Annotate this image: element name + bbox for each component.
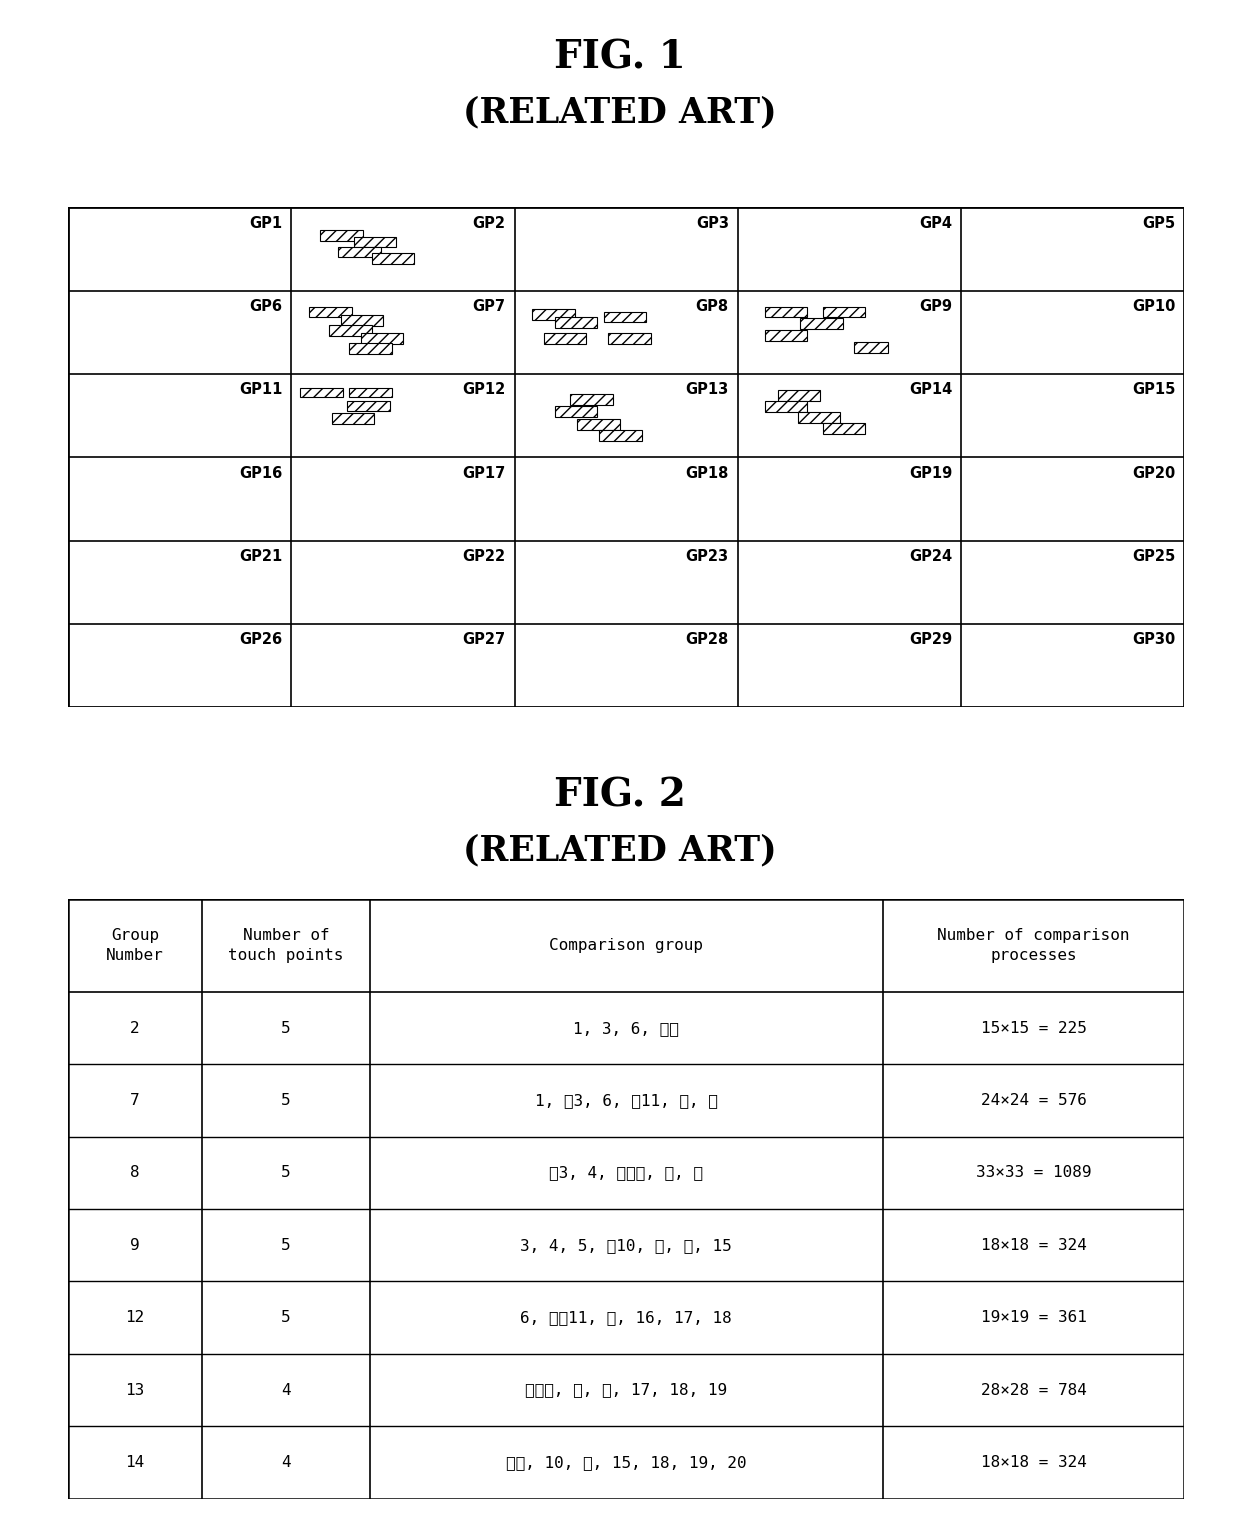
Text: 5: 5 <box>281 1310 290 1325</box>
Bar <box>599 430 642 441</box>
Bar <box>800 318 843 329</box>
Text: GP13: GP13 <box>686 383 729 398</box>
Bar <box>532 309 575 320</box>
Text: 1, 3, 6, ⓇⓈ: 1, 3, 6, ⓇⓈ <box>573 1021 680 1036</box>
Text: 14: 14 <box>125 1456 145 1469</box>
Text: 18×18 = 324: 18×18 = 324 <box>981 1456 1086 1469</box>
Text: GP26: GP26 <box>239 632 283 647</box>
Bar <box>330 324 372 335</box>
Text: Number of comparison
processes: Number of comparison processes <box>937 928 1130 964</box>
Text: GP19: GP19 <box>909 466 952 481</box>
Text: GP20: GP20 <box>1132 466 1176 481</box>
Text: 5: 5 <box>281 1165 290 1180</box>
Text: 5: 5 <box>281 1093 290 1108</box>
Text: GP7: GP7 <box>472 300 506 314</box>
Bar <box>372 254 414 264</box>
Bar <box>570 393 613 404</box>
Text: GP27: GP27 <box>463 632 506 647</box>
Text: GP21: GP21 <box>239 549 283 564</box>
Bar <box>577 420 620 430</box>
Text: GP6: GP6 <box>249 300 283 314</box>
Bar <box>543 334 587 344</box>
Bar <box>353 237 397 247</box>
Bar <box>300 389 342 398</box>
Text: GP25: GP25 <box>1132 549 1176 564</box>
Text: 6, ⓇⓈ11, Ⓝ, 16, 17, 18: 6, ⓇⓈ11, Ⓝ, 16, 17, 18 <box>521 1310 732 1325</box>
Text: GP14: GP14 <box>909 383 952 398</box>
Text: GP10: GP10 <box>1132 300 1176 314</box>
Text: GP2: GP2 <box>472 215 506 231</box>
Text: GP18: GP18 <box>686 466 729 481</box>
Bar <box>554 406 598 418</box>
Text: (RELATED ART): (RELATED ART) <box>464 95 776 129</box>
Bar <box>777 390 821 401</box>
Bar <box>331 413 374 424</box>
Bar <box>347 401 389 412</box>
Text: 8: 8 <box>130 1165 140 1180</box>
Text: GP3: GP3 <box>696 215 729 231</box>
Bar <box>350 343 392 354</box>
Text: Number of
touch points: Number of touch points <box>228 928 343 964</box>
Text: GP28: GP28 <box>686 632 729 647</box>
Text: 5: 5 <box>281 1237 290 1253</box>
Bar <box>604 312 646 323</box>
Text: (RELATED ART): (RELATED ART) <box>464 833 776 867</box>
Text: 28×28 = 784: 28×28 = 784 <box>981 1383 1086 1397</box>
Text: GP22: GP22 <box>463 549 506 564</box>
Bar <box>350 389 392 398</box>
Text: 3, 4, 5, Ⓢ10, Ⓝ, Ⓞ, 15: 3, 4, 5, Ⓢ10, Ⓝ, Ⓞ, 15 <box>521 1237 732 1253</box>
Bar <box>799 412 841 423</box>
Bar <box>822 423 866 433</box>
Text: GP30: GP30 <box>1132 632 1176 647</box>
Text: 7: 7 <box>130 1093 140 1108</box>
Text: 4: 4 <box>281 1383 290 1397</box>
Text: GP16: GP16 <box>239 466 283 481</box>
Text: GP17: GP17 <box>463 466 506 481</box>
Bar <box>320 231 363 241</box>
Bar <box>339 246 381 258</box>
Text: GP15: GP15 <box>1132 383 1176 398</box>
Bar <box>361 334 403 344</box>
Text: 15×15 = 225: 15×15 = 225 <box>981 1021 1086 1036</box>
Bar <box>341 315 383 326</box>
Text: GP24: GP24 <box>909 549 952 564</box>
Text: GP12: GP12 <box>463 383 506 398</box>
Bar <box>765 401 807 412</box>
Text: ⓈⓉ, 10, Ⓝ, 15, 18, 19, 20: ⓈⓉ, 10, Ⓝ, 15, 18, 19, 20 <box>506 1456 746 1469</box>
Bar <box>854 343 888 354</box>
Text: GP8: GP8 <box>696 300 729 314</box>
Text: 2: 2 <box>130 1021 140 1036</box>
Text: GP23: GP23 <box>686 549 729 564</box>
Text: 24×24 = 576: 24×24 = 576 <box>981 1093 1086 1108</box>
Text: 18×18 = 324: 18×18 = 324 <box>981 1237 1086 1253</box>
Text: GP11: GP11 <box>239 383 283 398</box>
Bar <box>765 306 807 318</box>
Text: 12: 12 <box>125 1310 145 1325</box>
Bar <box>822 306 866 318</box>
Bar <box>309 306 352 318</box>
Text: 19×19 = 361: 19×19 = 361 <box>981 1310 1086 1325</box>
Text: Comparison group: Comparison group <box>549 938 703 953</box>
Text: Ⓜ3, 4, ⓇⓉⓂ, Ⓝ, Ⓞ: Ⓜ3, 4, ⓇⓉⓂ, Ⓝ, Ⓞ <box>549 1165 703 1180</box>
Text: GP1: GP1 <box>249 215 283 231</box>
Text: 13: 13 <box>125 1383 145 1397</box>
Text: ⓇⓈⓉ, Ⓜ, Ⓞ, 17, 18, 19: ⓇⓈⓉ, Ⓜ, Ⓞ, 17, 18, 19 <box>525 1383 728 1397</box>
Text: Group
Number: Group Number <box>107 928 164 964</box>
Text: GP29: GP29 <box>909 632 952 647</box>
Text: GP5: GP5 <box>1142 215 1176 231</box>
Text: 4: 4 <box>281 1456 290 1469</box>
Text: 33×33 = 1089: 33×33 = 1089 <box>976 1165 1091 1180</box>
Text: FIG. 2: FIG. 2 <box>554 776 686 815</box>
Text: GP9: GP9 <box>919 300 952 314</box>
Bar <box>554 317 598 329</box>
Text: 1, Ⓜ3, 6, Ⓢ11, Ⓜ, Ⓝ: 1, Ⓜ3, 6, Ⓢ11, Ⓜ, Ⓝ <box>534 1093 718 1108</box>
Text: 9: 9 <box>130 1237 140 1253</box>
Text: 5: 5 <box>281 1021 290 1036</box>
Bar <box>609 334 651 344</box>
Bar <box>765 330 807 341</box>
Text: FIG. 1: FIG. 1 <box>554 38 686 77</box>
Text: GP4: GP4 <box>919 215 952 231</box>
